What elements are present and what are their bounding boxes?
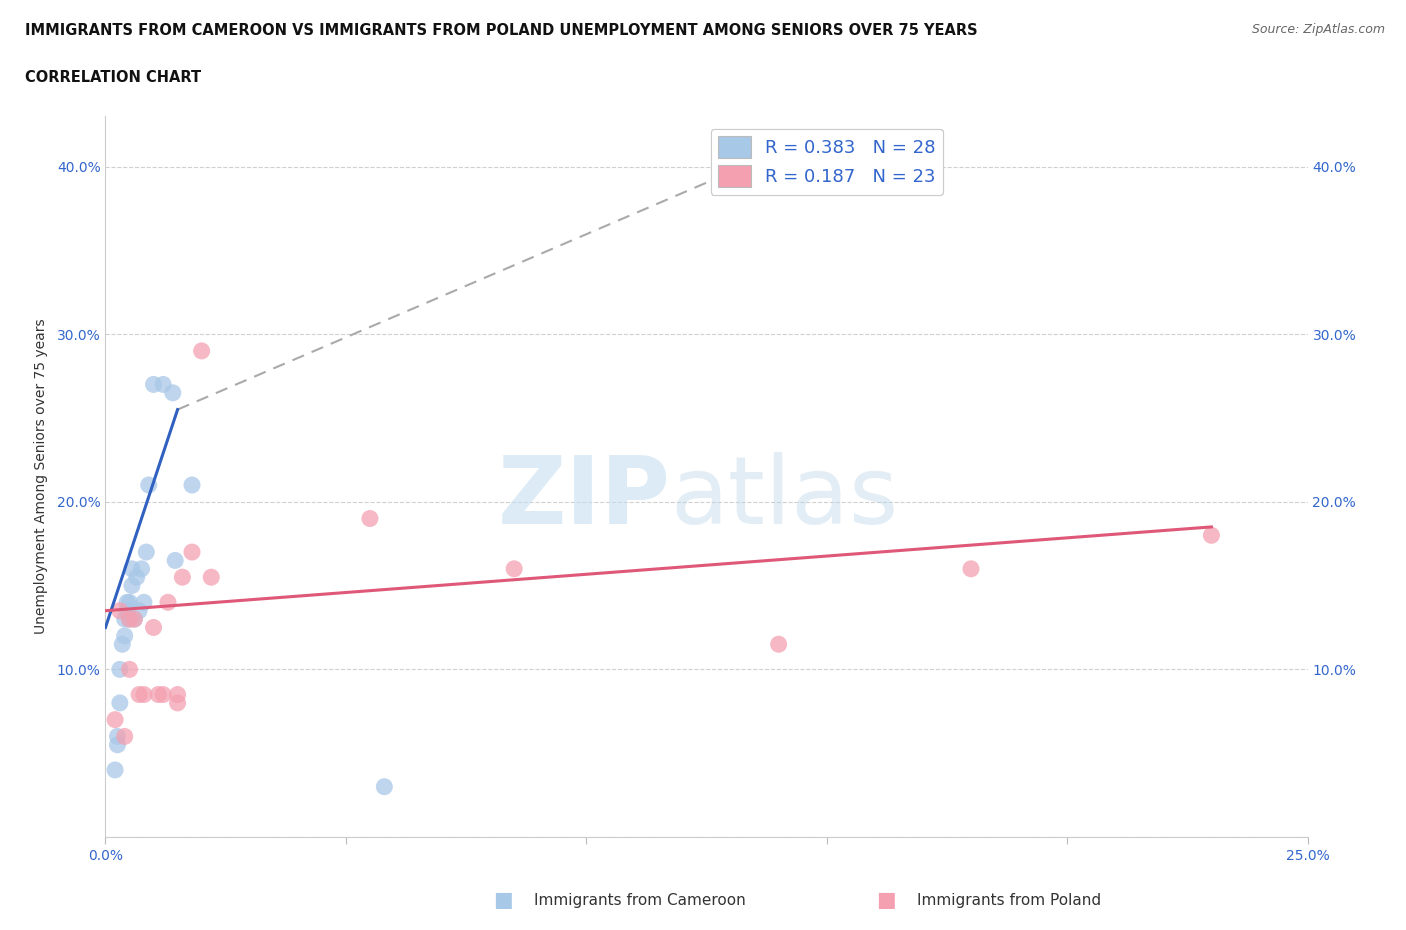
Point <box>108 696 131 711</box>
Point <box>166 696 188 711</box>
Point <box>142 377 165 392</box>
Point <box>768 637 790 652</box>
Text: Immigrants from Cameroon: Immigrants from Cameroon <box>534 893 747 908</box>
Point <box>148 687 170 702</box>
Point <box>128 687 150 702</box>
Point <box>165 553 187 568</box>
Point <box>121 562 143 577</box>
Text: IMMIGRANTS FROM CAMEROON VS IMMIGRANTS FROM POLAND UNEMPLOYMENT AMONG SENIORS OV: IMMIGRANTS FROM CAMEROON VS IMMIGRANTS F… <box>25 23 979 38</box>
Point <box>114 612 136 627</box>
Text: ■: ■ <box>494 890 513 910</box>
Point <box>190 343 212 358</box>
Point <box>359 512 381 526</box>
Point <box>138 478 160 493</box>
Point <box>104 712 127 727</box>
Point <box>960 562 983 577</box>
Legend: R = 0.383   N = 28, R = 0.187   N = 23: R = 0.383 N = 28, R = 0.187 N = 23 <box>711 129 942 194</box>
Point <box>128 604 150 618</box>
Point <box>114 629 136 644</box>
Point <box>503 562 526 577</box>
Point <box>104 763 127 777</box>
Point <box>108 662 131 677</box>
Point <box>118 595 141 610</box>
Point <box>115 595 138 610</box>
Point <box>125 570 148 585</box>
Text: Immigrants from Poland: Immigrants from Poland <box>917 893 1101 908</box>
Point <box>115 604 138 618</box>
Point <box>135 545 157 560</box>
Text: ■: ■ <box>876 890 896 910</box>
Text: ZIP: ZIP <box>498 452 671 544</box>
Point <box>373 779 395 794</box>
Point <box>111 637 134 652</box>
Text: CORRELATION CHART: CORRELATION CHART <box>25 70 201 85</box>
Point <box>166 687 188 702</box>
Point <box>181 545 204 560</box>
Point <box>162 385 184 400</box>
Text: atlas: atlas <box>671 452 898 544</box>
Point <box>200 570 222 585</box>
Text: Source: ZipAtlas.com: Source: ZipAtlas.com <box>1251 23 1385 36</box>
Point <box>152 687 174 702</box>
Point <box>118 662 141 677</box>
Point <box>108 604 131 618</box>
Point <box>142 620 165 635</box>
Point <box>132 595 155 610</box>
Point <box>118 612 141 627</box>
Point <box>124 612 146 627</box>
Point <box>792 134 814 149</box>
Point <box>181 478 204 493</box>
Point <box>1201 528 1223 543</box>
Point <box>124 612 146 627</box>
Point <box>121 578 143 593</box>
Point <box>131 562 153 577</box>
Point <box>107 737 129 752</box>
Point <box>156 595 179 610</box>
Y-axis label: Unemployment Among Seniors over 75 years: Unemployment Among Seniors over 75 years <box>34 319 48 634</box>
Point <box>172 570 194 585</box>
Point <box>132 687 155 702</box>
Point <box>114 729 136 744</box>
Point <box>152 377 174 392</box>
Point <box>118 612 141 627</box>
Point <box>107 729 129 744</box>
